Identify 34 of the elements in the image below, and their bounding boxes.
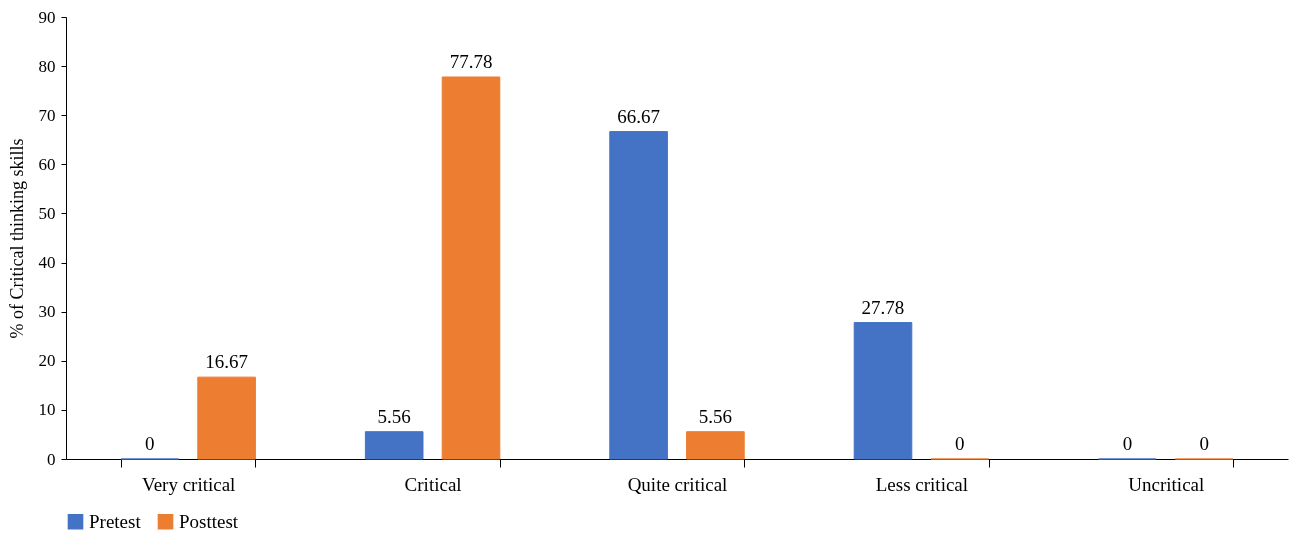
data-label: 77.78 — [449, 51, 493, 73]
legend-label: Posttest — [179, 510, 239, 532]
data-label: 0 — [145, 433, 155, 454]
x-tick-label: Quite critical — [627, 473, 728, 495]
data-label: 0 — [1199, 433, 1209, 454]
data-label: 0 — [955, 433, 965, 454]
data-label: 16.67 — [205, 351, 248, 373]
bar — [441, 76, 501, 460]
data-label: 5.56 — [377, 405, 411, 427]
bar — [686, 431, 745, 460]
y-axis-title: % of Critical thinking skills — [6, 138, 27, 339]
y-tick-label: 20 — [38, 351, 56, 371]
x-tick-label: Very critical — [142, 473, 236, 495]
bar — [609, 131, 668, 460]
data-label: 5.56 — [698, 405, 733, 427]
y-tick-label: 90 — [38, 7, 56, 27]
legend-label: Pretest — [89, 510, 142, 532]
y-tick-label: 30 — [38, 302, 56, 322]
y-tick-label: 0 — [47, 449, 56, 469]
data-label: 66.67 — [617, 105, 660, 127]
x-tick-label: Critical — [404, 473, 462, 495]
data-label: 27.78 — [861, 296, 905, 318]
bar — [197, 376, 256, 460]
bar — [364, 431, 424, 460]
y-tick-label: 60 — [38, 154, 56, 174]
data-label: 0 — [1122, 433, 1133, 454]
x-tick-label: Uncritical — [1128, 473, 1205, 495]
y-tick-label: 40 — [38, 253, 56, 273]
y-tick-label: 10 — [38, 400, 56, 420]
y-tick-label: 70 — [38, 105, 56, 125]
y-tick-label: 50 — [38, 203, 56, 223]
y-tick-label: 80 — [38, 56, 56, 76]
bar — [853, 322, 913, 460]
x-tick-label: Less critical — [875, 473, 969, 495]
